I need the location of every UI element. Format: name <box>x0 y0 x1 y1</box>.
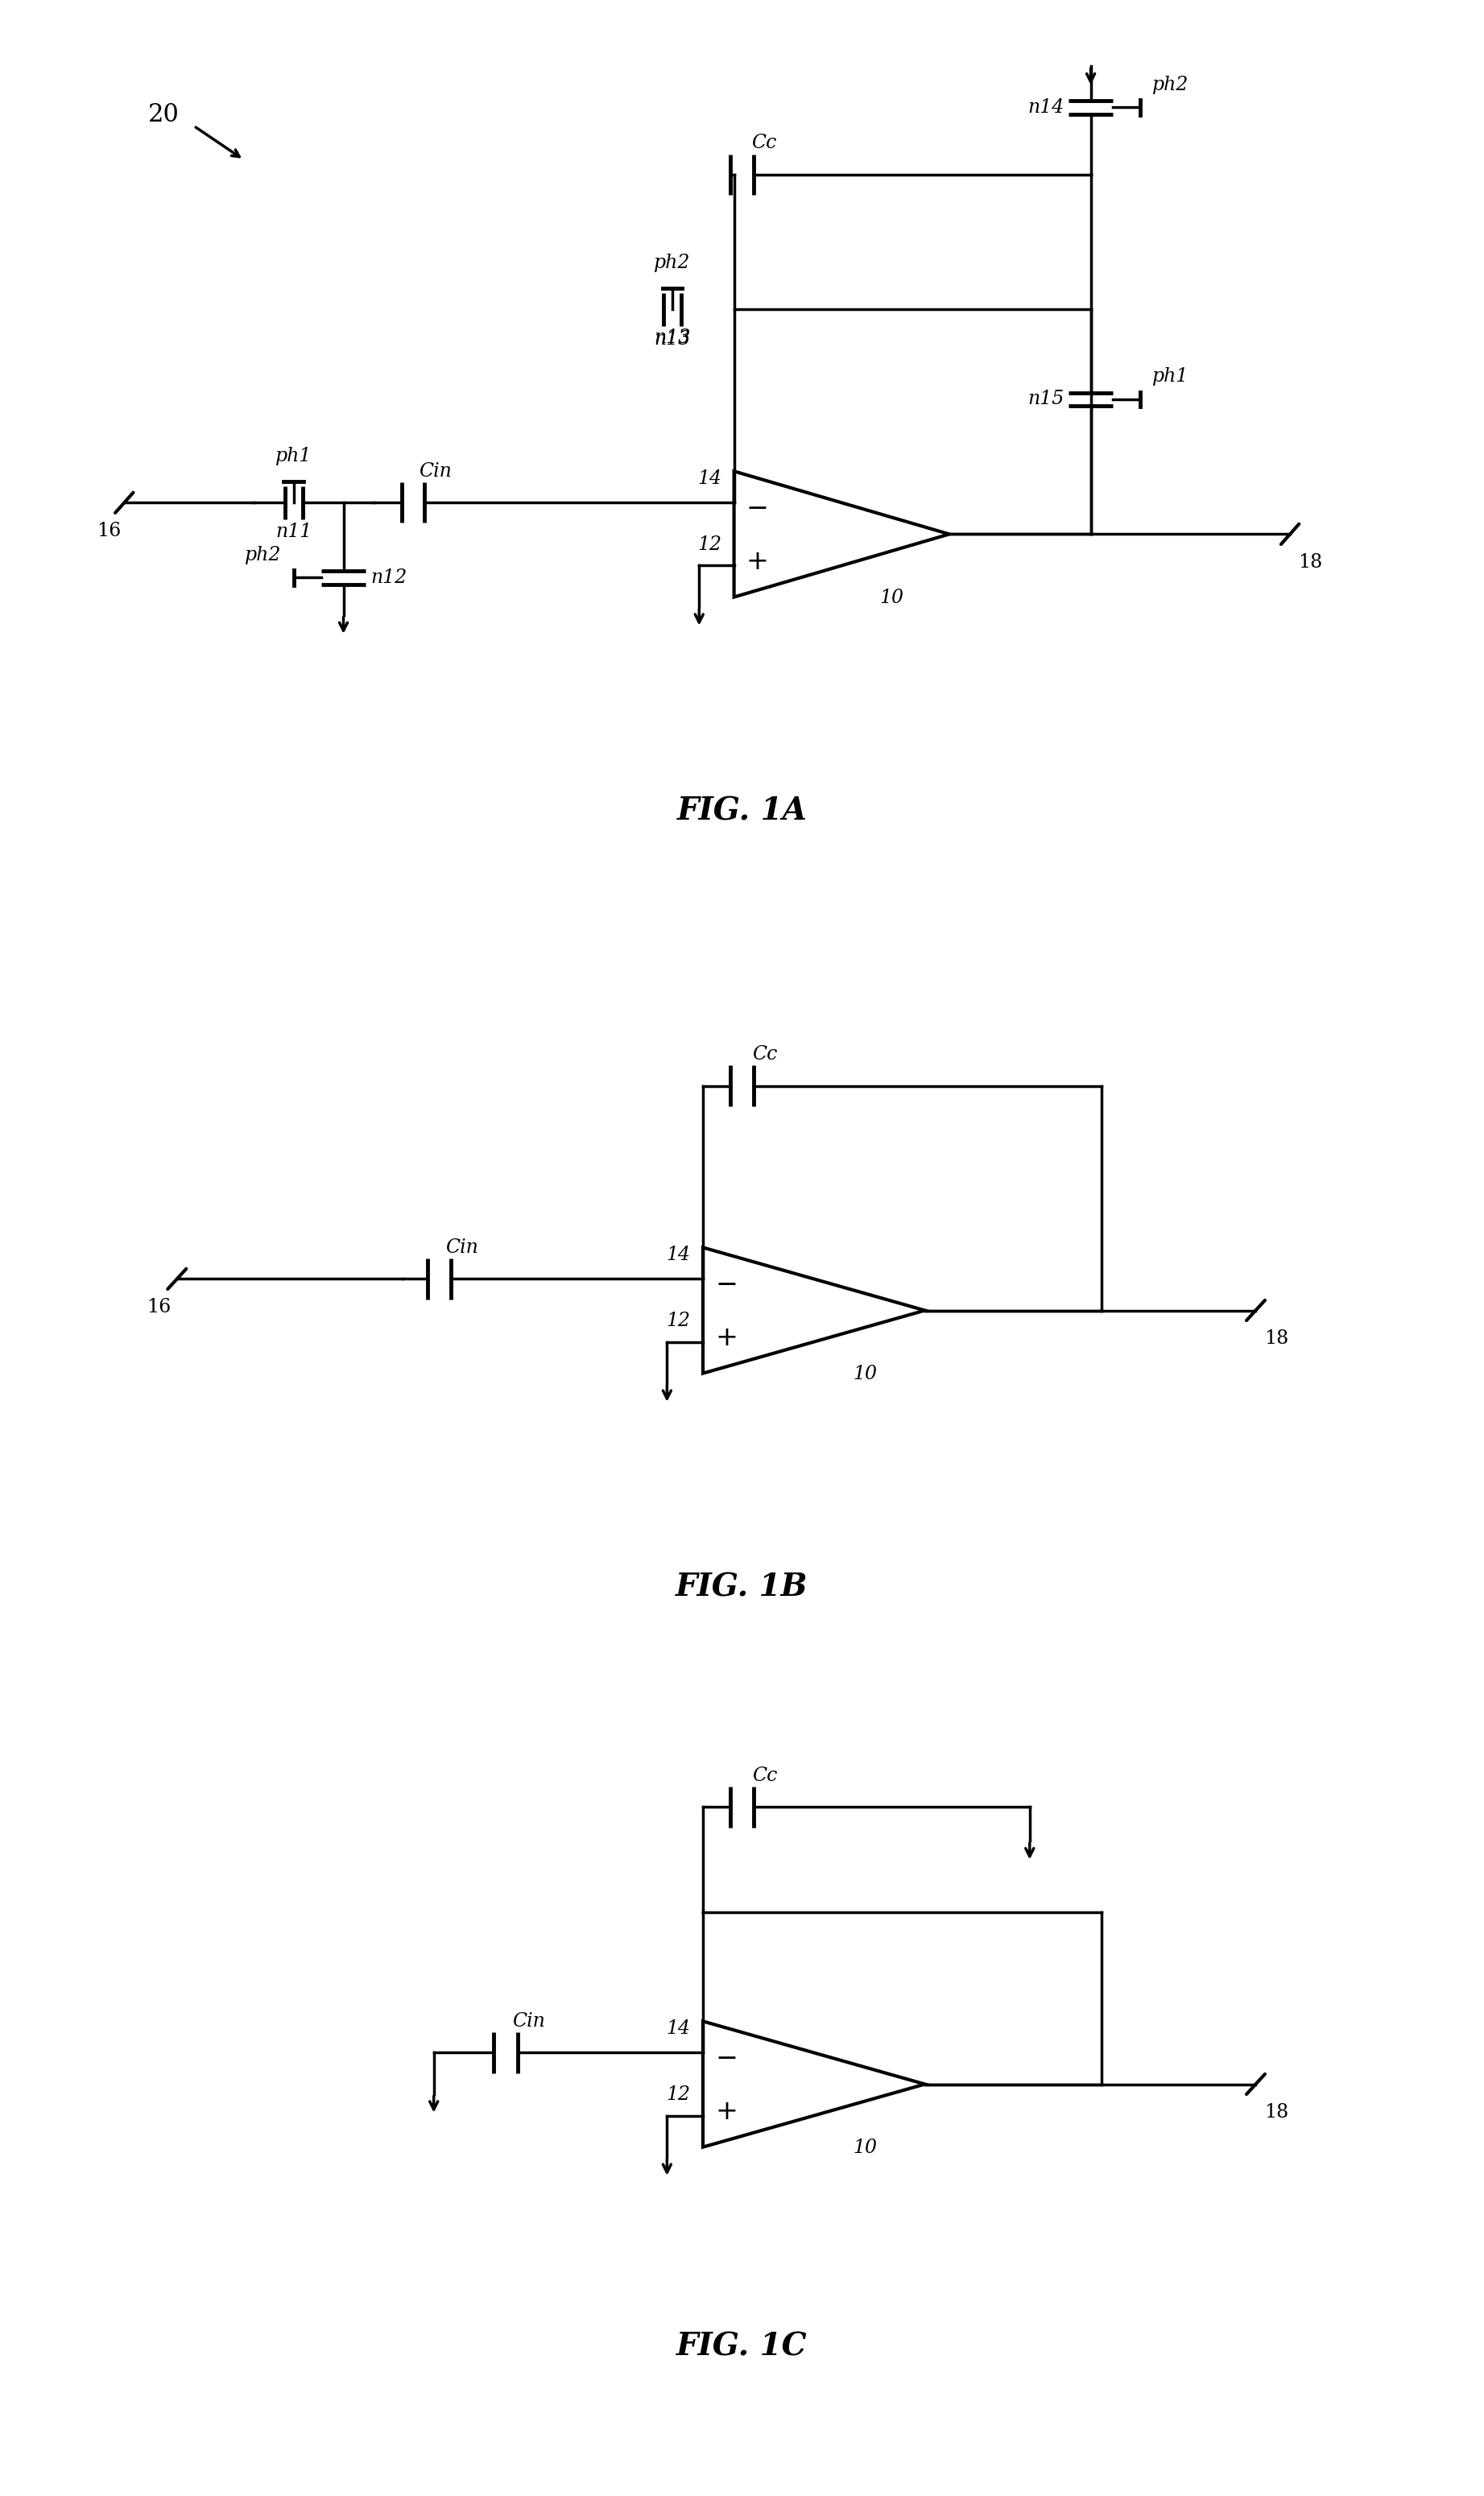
Text: n13: n13 <box>654 329 690 347</box>
Text: FIG. 1A: FIG. 1A <box>677 796 807 826</box>
Text: $+$: $+$ <box>746 549 767 574</box>
Text: FIG. 1B: FIG. 1B <box>675 1572 809 1602</box>
Text: 14: 14 <box>666 2019 690 2039</box>
Text: $+$: $+$ <box>715 1325 736 1350</box>
Text: 16: 16 <box>147 1298 171 1318</box>
Text: n12: n12 <box>371 569 407 587</box>
Text: 18: 18 <box>1264 2104 1288 2122</box>
Text: ph2: ph2 <box>1153 75 1189 95</box>
Text: Cc: Cc <box>752 1046 778 1063</box>
Text: 10: 10 <box>853 1365 877 1383</box>
Text: 10: 10 <box>853 2139 877 2157</box>
Text: $+$: $+$ <box>715 2099 736 2124</box>
Text: FIG. 1C: FIG. 1C <box>677 2331 807 2361</box>
Text: 14: 14 <box>666 1246 690 1265</box>
Text: 18: 18 <box>1264 1330 1288 1348</box>
Text: ph1: ph1 <box>1153 367 1189 387</box>
Text: 18: 18 <box>1298 554 1322 572</box>
Text: $-$: $-$ <box>715 1270 736 1295</box>
Text: n15: n15 <box>1027 389 1064 409</box>
Text: 12: 12 <box>666 2084 690 2104</box>
Text: 12: 12 <box>666 1310 690 1330</box>
Text: $-$: $-$ <box>715 2044 736 2069</box>
Text: 20: 20 <box>148 102 180 127</box>
Text: Cin: Cin <box>512 2012 545 2032</box>
Text: Cc: Cc <box>751 135 776 152</box>
Text: ph2: ph2 <box>245 547 282 564</box>
Text: n11: n11 <box>276 522 312 542</box>
Text: 10: 10 <box>880 589 904 607</box>
Text: n14: n14 <box>1027 97 1064 117</box>
Text: Cc: Cc <box>752 1767 778 1785</box>
Text: ph2: ph2 <box>654 255 690 272</box>
Text: 14: 14 <box>697 469 723 489</box>
Text: Cin: Cin <box>418 462 451 482</box>
Text: 12: 12 <box>697 534 723 554</box>
Text: n13: n13 <box>654 329 690 349</box>
Text: ph1: ph1 <box>276 447 312 464</box>
Text: Cin: Cin <box>445 1238 478 1258</box>
Text: $-$: $-$ <box>746 494 767 519</box>
Text: 16: 16 <box>96 522 122 542</box>
